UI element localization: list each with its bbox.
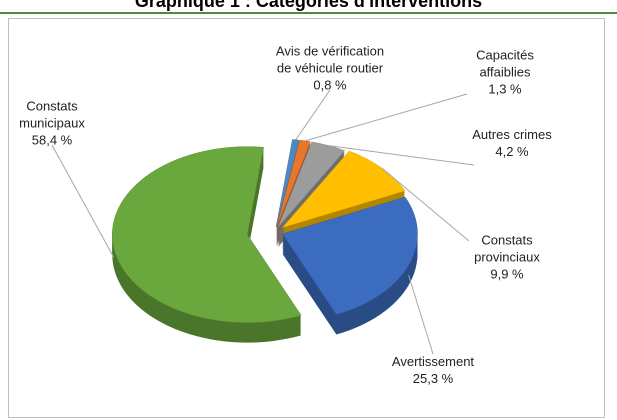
data-label: Constats municipaux 58,4 % [2, 98, 102, 149]
leader-line [381, 167, 470, 242]
leader-line [295, 89, 331, 141]
value-label: 4,2 % [495, 144, 529, 159]
data-label: Autres crimes 4,2 % [462, 126, 562, 160]
data-label: Avertissement 25,3 % [383, 353, 483, 387]
pie-slice [275, 139, 300, 227]
chart-frame [8, 18, 605, 418]
pie-slice [282, 196, 418, 315]
value-label: 1,3 % [488, 81, 522, 97]
pie-slice [112, 146, 302, 323]
category-label: Capacités affaiblies [476, 47, 534, 80]
data-label: Constats provinciaux 9,9 % [457, 232, 557, 283]
title-rule [0, 12, 617, 14]
chart-title: Graphique 1 : Catégories d'interventions [134, 0, 483, 11]
value-label: 9,9 % [490, 266, 524, 282]
leader-line [51, 144, 115, 258]
data-label: Avis de vérification de véhicule routier… [275, 43, 385, 94]
category-label: Constats provinciaux [474, 232, 540, 265]
value-label: 58,4 % [31, 132, 73, 148]
category-label: Avis de vérification de véhicule routier [275, 43, 385, 76]
value-label: 0,8 % [313, 77, 347, 93]
category-label: Constats municipaux [19, 98, 85, 131]
data-label: Capacités affaiblies 1,3 % [455, 47, 555, 98]
leader-line [304, 93, 468, 142]
value-label: 25,3 % [412, 371, 454, 386]
slice-side [276, 142, 311, 229]
category-label: Autres crimes [472, 127, 552, 142]
pie-slice [281, 150, 406, 229]
leader-line [328, 145, 475, 166]
leader-line [408, 275, 434, 355]
category-label: Avertissement [391, 354, 475, 369]
